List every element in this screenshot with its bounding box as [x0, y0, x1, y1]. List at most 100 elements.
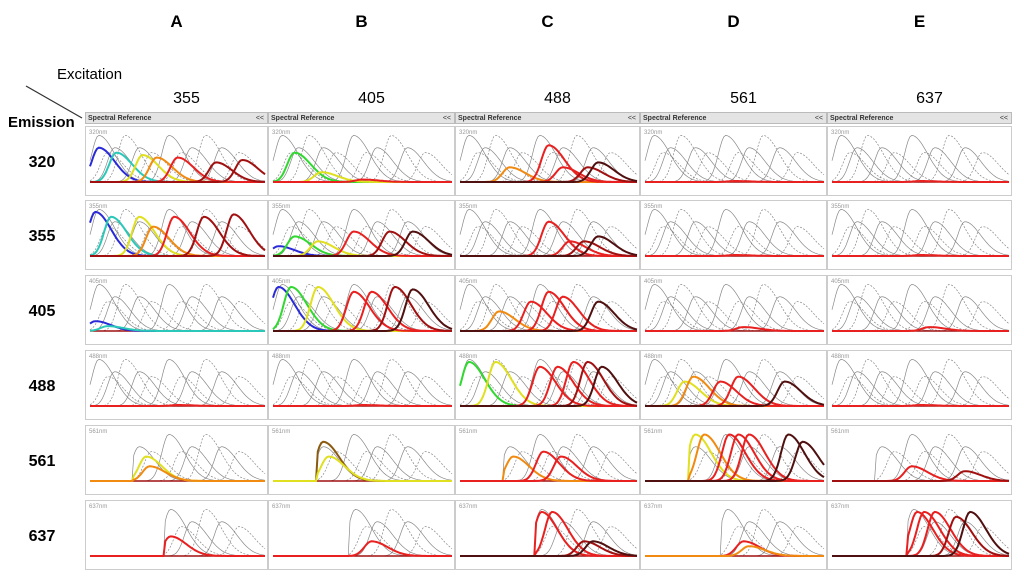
spectrum-panel: 637nm	[827, 500, 1012, 570]
spectrum-panel: 405nm	[827, 275, 1012, 345]
fluorochrome-curve-red	[460, 455, 637, 482]
reference-curve	[832, 434, 1009, 482]
panel-emission-label: 637nm	[89, 504, 108, 510]
collapse-button[interactable]: <<	[255, 115, 264, 122]
spectrum-panel: 488nm	[268, 350, 455, 420]
spectrum-plot	[89, 284, 266, 332]
collapse-button[interactable]: <<	[999, 115, 1008, 122]
emission-wavelength: 561	[28, 453, 56, 470]
spectrum-panel: 355nm	[640, 200, 827, 270]
emission-wavelength: 488	[28, 378, 56, 395]
reference-curve	[645, 135, 824, 183]
panel-emission-label: 561nm	[272, 429, 291, 435]
fluorochrome-curve-darkred	[90, 213, 266, 257]
spectrum-plot	[644, 359, 825, 407]
spectrum-plot	[459, 209, 638, 257]
panel-emission-label: 355nm	[644, 204, 663, 210]
spectrum-plot	[832, 434, 1010, 482]
reference-curve	[832, 296, 1009, 332]
excitation-wavelength: 561	[730, 90, 757, 107]
header-title: Spectral Reference	[458, 115, 522, 122]
spectrum-panel: 561nm	[640, 425, 827, 495]
spectrum-plot	[272, 284, 453, 332]
fluorochrome-curve-maroon	[460, 300, 638, 332]
panel-emission-label: 355nm	[831, 204, 850, 210]
reference-curve	[460, 521, 637, 557]
fluorochrome-curve-maroon	[460, 540, 638, 557]
spectrum-plot	[831, 359, 1010, 407]
spectrum-panel: 561nm	[85, 425, 268, 495]
spectrum-panel: 355nm	[827, 200, 1012, 270]
fluorochrome-curve-red	[832, 180, 1009, 183]
fluorochrome-curve-yellow	[273, 455, 452, 482]
spectrum-panel: 320nm	[455, 126, 640, 196]
panel-emission-label: 488nm	[459, 354, 478, 360]
emission-wavelength: 320	[28, 154, 56, 171]
spectrum-panel: 561nm	[827, 425, 1012, 495]
reference-curve	[832, 221, 1009, 257]
panel-emission-label: 561nm	[89, 429, 108, 435]
spectrum-panel: 405nm	[640, 275, 827, 345]
spectrum-panel: 637nm	[640, 500, 827, 570]
reference-curve	[273, 434, 452, 482]
reference-curve	[645, 284, 824, 332]
panel-emission-label: 355nm	[459, 204, 478, 210]
spectrum-panel: 488nm	[640, 350, 827, 420]
panel-emission-label: 488nm	[272, 354, 291, 360]
panel-emission-label: 320nm	[272, 130, 291, 136]
spectrum-plot	[645, 509, 825, 557]
fluorochrome-curve-red	[273, 178, 452, 183]
panel-emission-label: 637nm	[831, 504, 850, 510]
fluorochrome-curve-maroon	[832, 510, 1010, 557]
spectrum-panel: 320nm	[827, 126, 1012, 196]
spectrum-plot	[644, 209, 825, 257]
panel-emission-label: 637nm	[644, 504, 663, 510]
excitation-wavelength: 355	[173, 90, 200, 107]
panel-emission-label: 637nm	[272, 504, 291, 510]
collapse-button[interactable]: <<	[627, 115, 636, 122]
spectrum-plot	[459, 359, 638, 407]
fluorochrome-curve-maroon	[645, 440, 825, 482]
panel-emission-label: 405nm	[831, 279, 850, 285]
reference-curve	[273, 359, 452, 407]
spectrum-plot	[89, 209, 266, 257]
panel-emission-label: 637nm	[459, 504, 478, 510]
emission-wavelength: 405	[28, 303, 56, 320]
spectrum-panel: 561nm	[455, 425, 640, 495]
reference-curve	[90, 509, 265, 557]
spectrum-panel: 355nm	[85, 200, 268, 270]
spectrum-panel: 488nm	[827, 350, 1012, 420]
spectral-reference-header: Spectral Reference <<	[827, 112, 1012, 124]
fluorochrome-curve-red	[645, 180, 824, 183]
fluorochrome-curve-maroon	[460, 365, 638, 407]
spectral-reference-header: Spectral Reference <<	[640, 112, 827, 124]
collapse-button[interactable]: <<	[442, 115, 451, 122]
spectrum-plot	[273, 434, 453, 482]
header-title: Spectral Reference	[643, 115, 707, 122]
excitation-wavelength: 488	[544, 90, 571, 107]
fluorochrome-curve-maroon	[460, 235, 638, 257]
spectral-reference-header: Spectral Reference <<	[455, 112, 640, 124]
column-label: C	[541, 12, 554, 31]
fluorochrome-curve-yellow	[460, 360, 637, 407]
header-title: Spectral Reference	[88, 115, 152, 122]
fluorochrome-curve-darkred	[832, 470, 1010, 482]
fluorochrome-curve-maroon	[645, 380, 825, 407]
panel-emission-label: 405nm	[272, 279, 291, 285]
fluorochrome-curve-red	[460, 510, 637, 557]
excitation-wavelength: 637	[916, 90, 943, 107]
column-label: A	[170, 12, 183, 31]
collapse-button[interactable]: <<	[814, 115, 823, 122]
spectrum-plot	[272, 209, 453, 257]
reference-curve	[832, 371, 1009, 407]
spectrum-plot	[831, 209, 1010, 257]
header-title: Spectral Reference	[271, 115, 335, 122]
fluorochrome-curve-yellow	[90, 153, 265, 183]
column-label: E	[913, 12, 926, 31]
fluorochrome-curve-orange	[460, 455, 637, 482]
panel-emission-label: 405nm	[89, 279, 108, 285]
fluorochrome-curve-maroon	[273, 288, 453, 332]
fluorochrome-curve-red	[832, 254, 1009, 257]
fluorochrome-curve-red	[273, 540, 452, 557]
reference-curve	[90, 509, 266, 557]
